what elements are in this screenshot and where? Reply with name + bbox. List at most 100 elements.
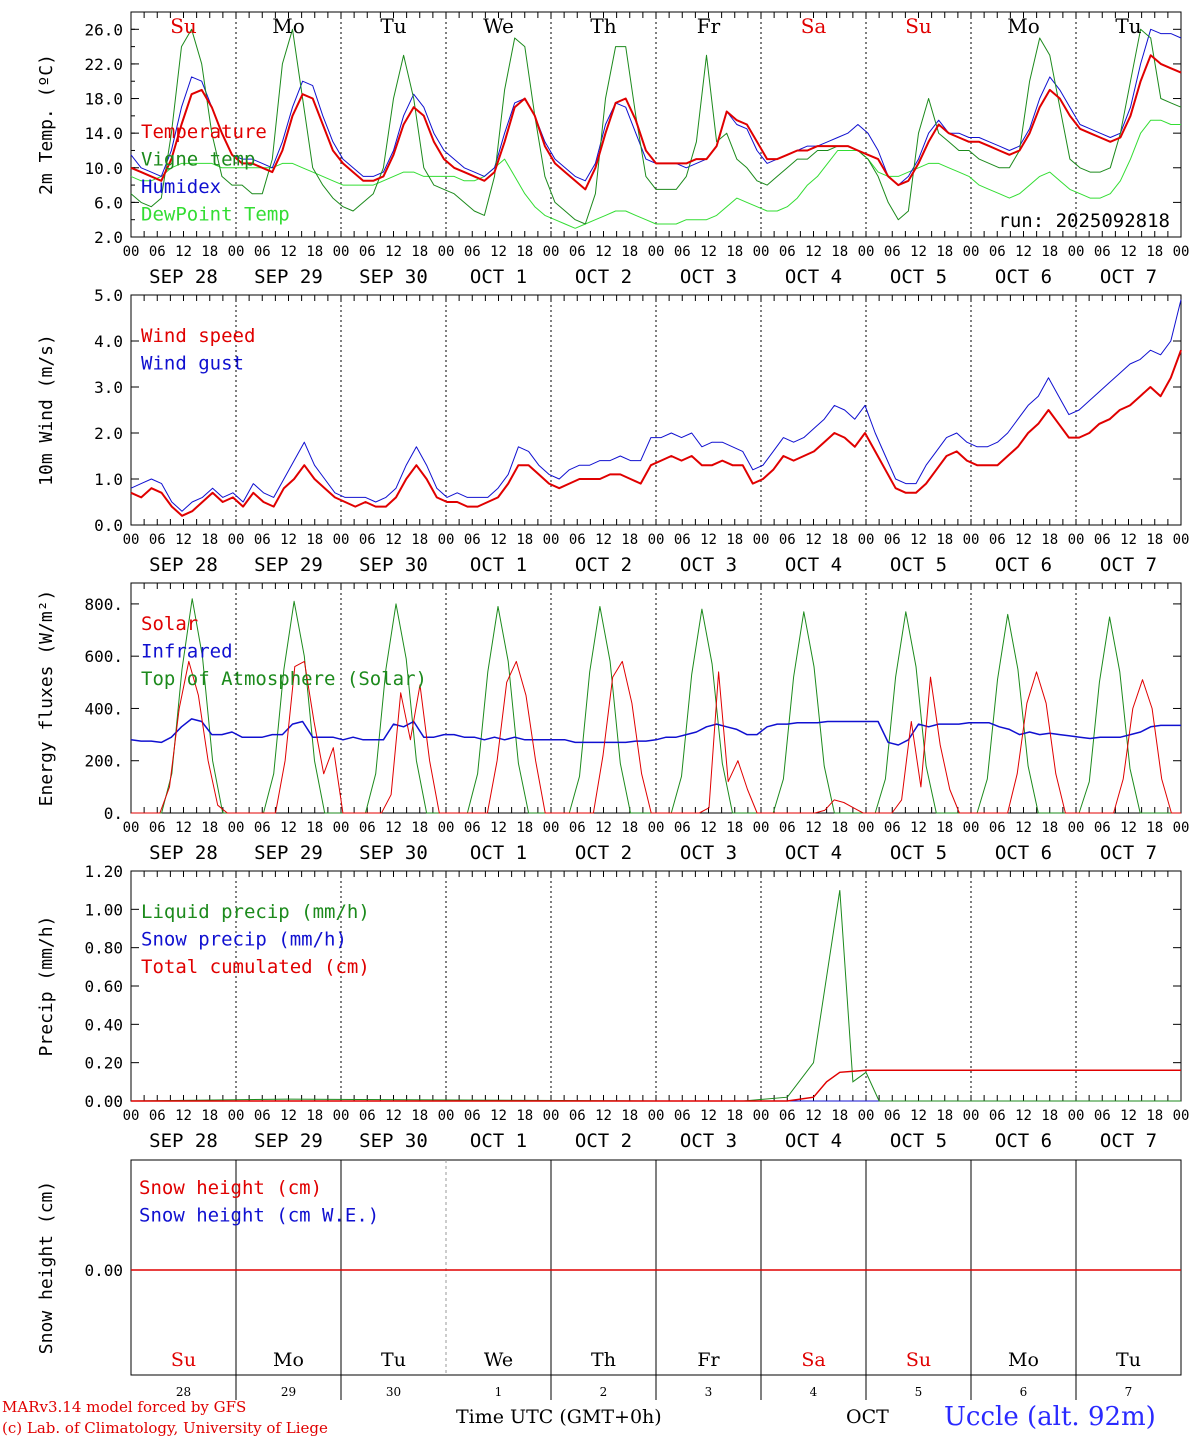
hour-tick-label: 18	[1146, 820, 1163, 836]
day-label: SEP 28	[149, 1130, 218, 1152]
day-label: OCT 6	[995, 1130, 1052, 1152]
hour-tick-label: 06	[779, 820, 796, 836]
y-tick-label: 3.0	[94, 378, 123, 397]
hour-tick-label: 12	[1120, 244, 1137, 260]
day-label: OCT 1	[470, 266, 527, 288]
date-number: 6	[1020, 1385, 1028, 1399]
hour-tick-label: 00	[648, 820, 665, 836]
hour-tick-label: 06	[464, 1108, 481, 1124]
hour-tick-label: 00	[333, 1108, 350, 1124]
hour-tick-label: 06	[884, 1108, 901, 1124]
hour-tick-label: 00	[963, 820, 980, 836]
date-number: 4	[810, 1385, 818, 1399]
hour-tick-label: 18	[726, 1108, 743, 1124]
hour-tick-label: 06	[884, 532, 901, 548]
y-tick-label: 0.00	[84, 1261, 123, 1280]
day-label: SEP 30	[359, 842, 428, 864]
y-tick-label: 0.40	[84, 1015, 123, 1034]
hour-tick-label: 18	[516, 1108, 533, 1124]
hour-tick-label: 06	[674, 532, 691, 548]
hour-tick-label: 00	[123, 532, 140, 548]
day-label: OCT 2	[575, 842, 632, 864]
hour-tick-label: 06	[569, 532, 586, 548]
hour-tick-label: 18	[516, 532, 533, 548]
y-tick-label: 4.0	[94, 332, 123, 351]
hour-tick-label: 12	[385, 1108, 402, 1124]
hour-tick-label: 00	[543, 244, 560, 260]
hour-tick-label: 18	[411, 532, 428, 548]
y-tick-label: 600.	[84, 647, 123, 666]
hour-tick-label: 18	[411, 1108, 428, 1124]
hour-tick-label: 06	[884, 820, 901, 836]
weekday-label: Tu	[381, 1349, 406, 1371]
day-label: SEP 30	[359, 1130, 428, 1152]
hour-tick-label: 12	[1015, 820, 1032, 836]
hour-tick-label: 18	[621, 820, 638, 836]
date-number: 7	[1125, 1385, 1133, 1399]
hour-tick-label: 00	[858, 244, 875, 260]
hour-tick-label: 18	[201, 1108, 218, 1124]
date-number: 1	[495, 1385, 503, 1399]
y-tick-label: 10.0	[84, 159, 123, 178]
hour-tick-label: 12	[805, 244, 822, 260]
hour-tick-label: 00	[753, 244, 770, 260]
hour-tick-label: 06	[989, 1108, 1006, 1124]
y-tick-label: 800.	[84, 595, 123, 614]
day-label: SEP 29	[254, 554, 323, 576]
weekday-label: Su	[906, 1349, 931, 1371]
hour-tick-label: 06	[674, 1108, 691, 1124]
date-number: 3	[705, 1385, 713, 1399]
legend-entry: Wind gust	[141, 353, 244, 375]
legend-entry: Humidex	[141, 176, 221, 198]
hour-tick-label: 12	[910, 820, 927, 836]
weekday-label: Su	[905, 14, 932, 38]
hour-tick-label: 00	[333, 532, 350, 548]
hour-tick-label: 12	[280, 820, 297, 836]
y-tick-label: 5.0	[94, 286, 123, 305]
hour-tick-label: 12	[595, 244, 612, 260]
y-tick-label: 6.0	[94, 193, 123, 212]
hour-tick-label: 00	[648, 1108, 665, 1124]
legend-entry: Solar	[141, 613, 198, 635]
hour-tick-label: 18	[621, 1108, 638, 1124]
day-label: OCT 3	[680, 266, 737, 288]
hour-tick-label: 06	[359, 1108, 376, 1124]
series-line-infrared	[130, 718, 1181, 746]
series-line-total-cumulated	[131, 1069, 1181, 1102]
hour-tick-label: 00	[228, 532, 245, 548]
hour-tick-label: 12	[175, 244, 192, 260]
hour-tick-label: 00	[1173, 820, 1190, 836]
hour-tick-label: 00	[438, 244, 455, 260]
hour-tick-label: 06	[1094, 244, 1111, 260]
hour-tick-label: 06	[1094, 1108, 1111, 1124]
date-number: 29	[281, 1385, 296, 1399]
day-label: SEP 30	[359, 266, 428, 288]
hour-tick-label: 06	[464, 532, 481, 548]
day-label: OCT 2	[575, 266, 632, 288]
hour-tick-label: 00	[333, 244, 350, 260]
hour-tick-label: 00	[753, 1108, 770, 1124]
day-label: OCT 6	[995, 842, 1052, 864]
hour-tick-label: 06	[254, 1108, 271, 1124]
day-label: SEP 28	[149, 842, 218, 864]
y-axis-label: Snow height (cm)	[36, 1181, 57, 1354]
hour-tick-label: 00	[543, 820, 560, 836]
weekday-label: We	[484, 1349, 513, 1371]
hour-tick-label: 06	[779, 1108, 796, 1124]
hour-tick-label: 18	[411, 244, 428, 260]
hour-tick-label: 12	[910, 244, 927, 260]
weekday-label: Mo	[273, 1349, 304, 1371]
weekday-label: Tu	[380, 14, 406, 38]
hour-tick-label: 12	[490, 1108, 507, 1124]
hour-tick-label: 06	[254, 532, 271, 548]
hour-tick-label: 06	[464, 820, 481, 836]
hour-tick-label: 12	[385, 820, 402, 836]
day-label: OCT 7	[1100, 266, 1157, 288]
legend-entry: Snow precip (mm/h)	[141, 929, 347, 951]
hour-tick-label: 12	[595, 820, 612, 836]
hour-tick-label: 06	[779, 532, 796, 548]
y-tick-label: 1.00	[84, 900, 123, 919]
hour-tick-label: 18	[936, 244, 953, 260]
hour-tick-label: 18	[201, 532, 218, 548]
hour-tick-label: 18	[411, 820, 428, 836]
